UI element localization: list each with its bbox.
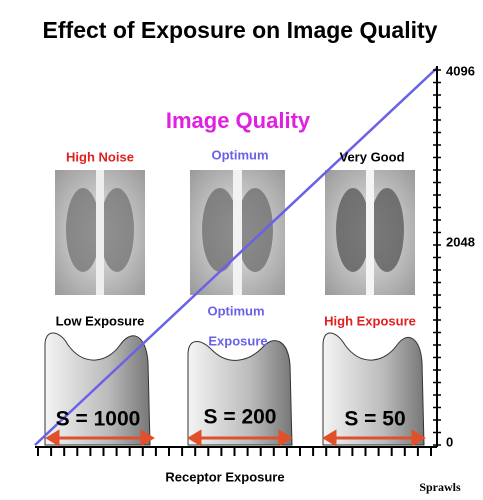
title: Effect of Exposure on Image Quality — [43, 17, 438, 43]
exposure-label: High Exposure — [324, 313, 416, 328]
quality-label: High Noise — [66, 149, 134, 164]
quality-label: Very Good — [339, 149, 404, 164]
y-tick-label: 0 — [446, 434, 453, 449]
quality-label: Optimum — [211, 147, 268, 162]
x-axis-label: Receptor Exposure — [165, 469, 284, 484]
y-tick-label: 2048 — [446, 234, 475, 249]
credit: Sprawls — [419, 480, 461, 494]
exposure-label: Low Exposure — [56, 313, 145, 328]
exposure-label: Exposure — [208, 333, 267, 348]
s-value: S = 50 — [344, 408, 405, 431]
y-tick-label: 4096 — [446, 63, 475, 78]
xray-images — [55, 170, 415, 295]
slide: Effect of Exposure on Image Quality Imag… — [0, 0, 483, 500]
quality-heading: Image Quality — [166, 108, 311, 133]
xray — [325, 170, 415, 295]
xray — [190, 170, 285, 295]
s-value: S = 1000 — [56, 408, 141, 431]
exposure-label: Optimum — [207, 303, 264, 318]
s-value: S = 200 — [204, 406, 277, 429]
xray — [55, 170, 145, 295]
